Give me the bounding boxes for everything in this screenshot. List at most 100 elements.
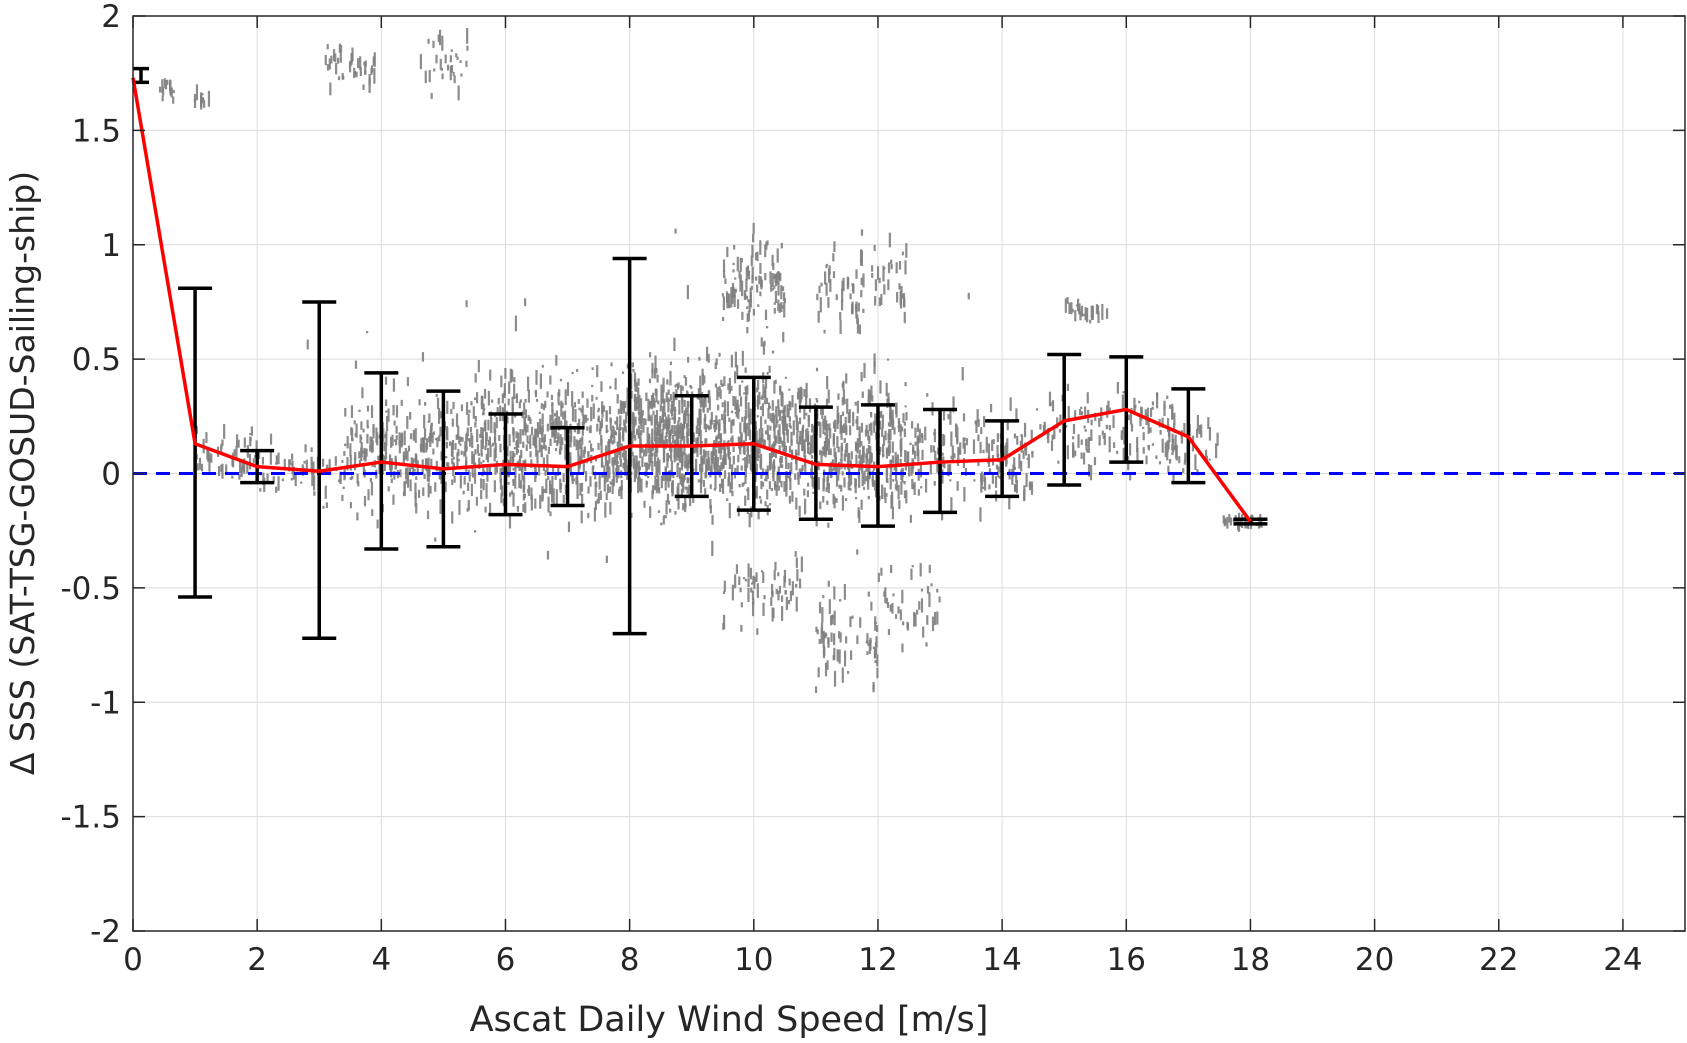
scatter-point — [440, 451, 443, 461]
scatter-point — [937, 447, 940, 455]
scatter-point — [783, 405, 786, 412]
scatter-point — [439, 411, 442, 419]
scatter-point — [899, 424, 902, 437]
scatter-point — [925, 642, 928, 647]
scatter-point — [237, 439, 240, 448]
scatter-point — [235, 445, 238, 461]
scatter-point — [860, 499, 863, 510]
scatter-point — [760, 284, 763, 290]
scatter-point — [1168, 458, 1172, 464]
scatter-point — [605, 555, 608, 563]
scatter-point — [561, 437, 564, 446]
scatter-point — [341, 494, 344, 502]
scatter-point — [238, 474, 241, 480]
scatter-point — [417, 489, 421, 498]
scatter-point — [648, 433, 651, 448]
scatter-point — [409, 479, 412, 492]
scatter-point — [456, 452, 459, 460]
scatter-point — [651, 368, 654, 379]
scatter-point — [734, 351, 737, 368]
scatter-point — [851, 615, 854, 619]
scatter-point — [485, 454, 488, 461]
scatter-point — [1091, 305, 1094, 320]
scatter-point — [676, 463, 679, 478]
scatter-point — [788, 578, 791, 586]
scatter-point — [789, 590, 793, 601]
scatter-point — [288, 459, 291, 472]
scatter-point — [509, 450, 512, 467]
scatter-point — [441, 73, 444, 80]
scatter-point — [710, 412, 713, 425]
scatter-point — [432, 40, 435, 48]
scatter-point — [530, 487, 533, 500]
scatter-point — [849, 425, 852, 436]
scatter-point — [776, 272, 779, 285]
scatter-point — [576, 494, 579, 500]
scatter-point — [623, 419, 626, 426]
scatter-point — [942, 433, 945, 447]
scatter-point — [828, 268, 831, 283]
scatter-point — [901, 479, 904, 483]
scatter-point — [328, 58, 331, 70]
scatter-point — [474, 373, 477, 383]
scatter-point — [547, 446, 550, 455]
scatter-point — [534, 389, 537, 395]
scatter-point — [983, 473, 986, 482]
scatter-point — [761, 433, 764, 440]
scatter-point — [781, 410, 784, 414]
scatter-point — [867, 475, 870, 490]
scatter-point — [755, 463, 758, 472]
scatter-point — [834, 419, 837, 433]
scatter-point — [735, 403, 738, 418]
scatter-point — [821, 607, 824, 623]
scatter-point — [917, 489, 920, 496]
scatter-point — [845, 636, 848, 644]
scatter-point — [519, 429, 522, 444]
scatter-point — [744, 465, 747, 478]
scatter-point — [920, 598, 924, 613]
scatter-point — [430, 422, 433, 431]
scatter-point — [1164, 442, 1167, 448]
scatter-point — [744, 427, 748, 442]
scatter-point — [740, 257, 743, 263]
scatter-point — [363, 495, 367, 507]
scatter-point — [1025, 472, 1028, 487]
scatter-point — [686, 486, 689, 494]
scatter-point — [718, 469, 721, 473]
scatter-point — [807, 482, 810, 487]
scatter-point — [758, 428, 761, 443]
scatter-point — [699, 441, 702, 456]
scatter-point — [614, 449, 617, 466]
scatter-point — [875, 432, 878, 440]
scatter-point — [870, 412, 873, 418]
scatter-point — [825, 282, 828, 296]
scatter-point — [594, 500, 598, 511]
scatter-point — [728, 456, 732, 470]
scatter-point — [632, 434, 635, 439]
scatter-point — [865, 455, 868, 472]
scatter-point — [686, 426, 689, 438]
scatter-point — [858, 432, 861, 448]
scatter-point — [603, 465, 606, 479]
scatter-point — [631, 451, 634, 457]
scatter-point — [1004, 445, 1007, 459]
scatter-point — [973, 479, 976, 482]
y-tick-label: -2 — [90, 914, 121, 950]
scatter-point — [718, 465, 722, 472]
scatter-point — [489, 369, 492, 381]
scatter-point — [678, 456, 681, 462]
scatter-point — [1082, 313, 1085, 317]
scatter-point — [358, 459, 362, 465]
scatter-point — [700, 391, 704, 407]
scatter-point — [1005, 458, 1008, 465]
scatter-point — [555, 440, 558, 443]
scatter-point — [781, 286, 785, 291]
scatter-point — [903, 421, 906, 426]
scatter-point — [503, 383, 507, 396]
scatter-point — [555, 489, 558, 505]
scatter-point — [1112, 442, 1116, 449]
scatter-point — [365, 448, 368, 457]
scatter-point — [697, 388, 700, 400]
scatter-point — [425, 438, 429, 446]
